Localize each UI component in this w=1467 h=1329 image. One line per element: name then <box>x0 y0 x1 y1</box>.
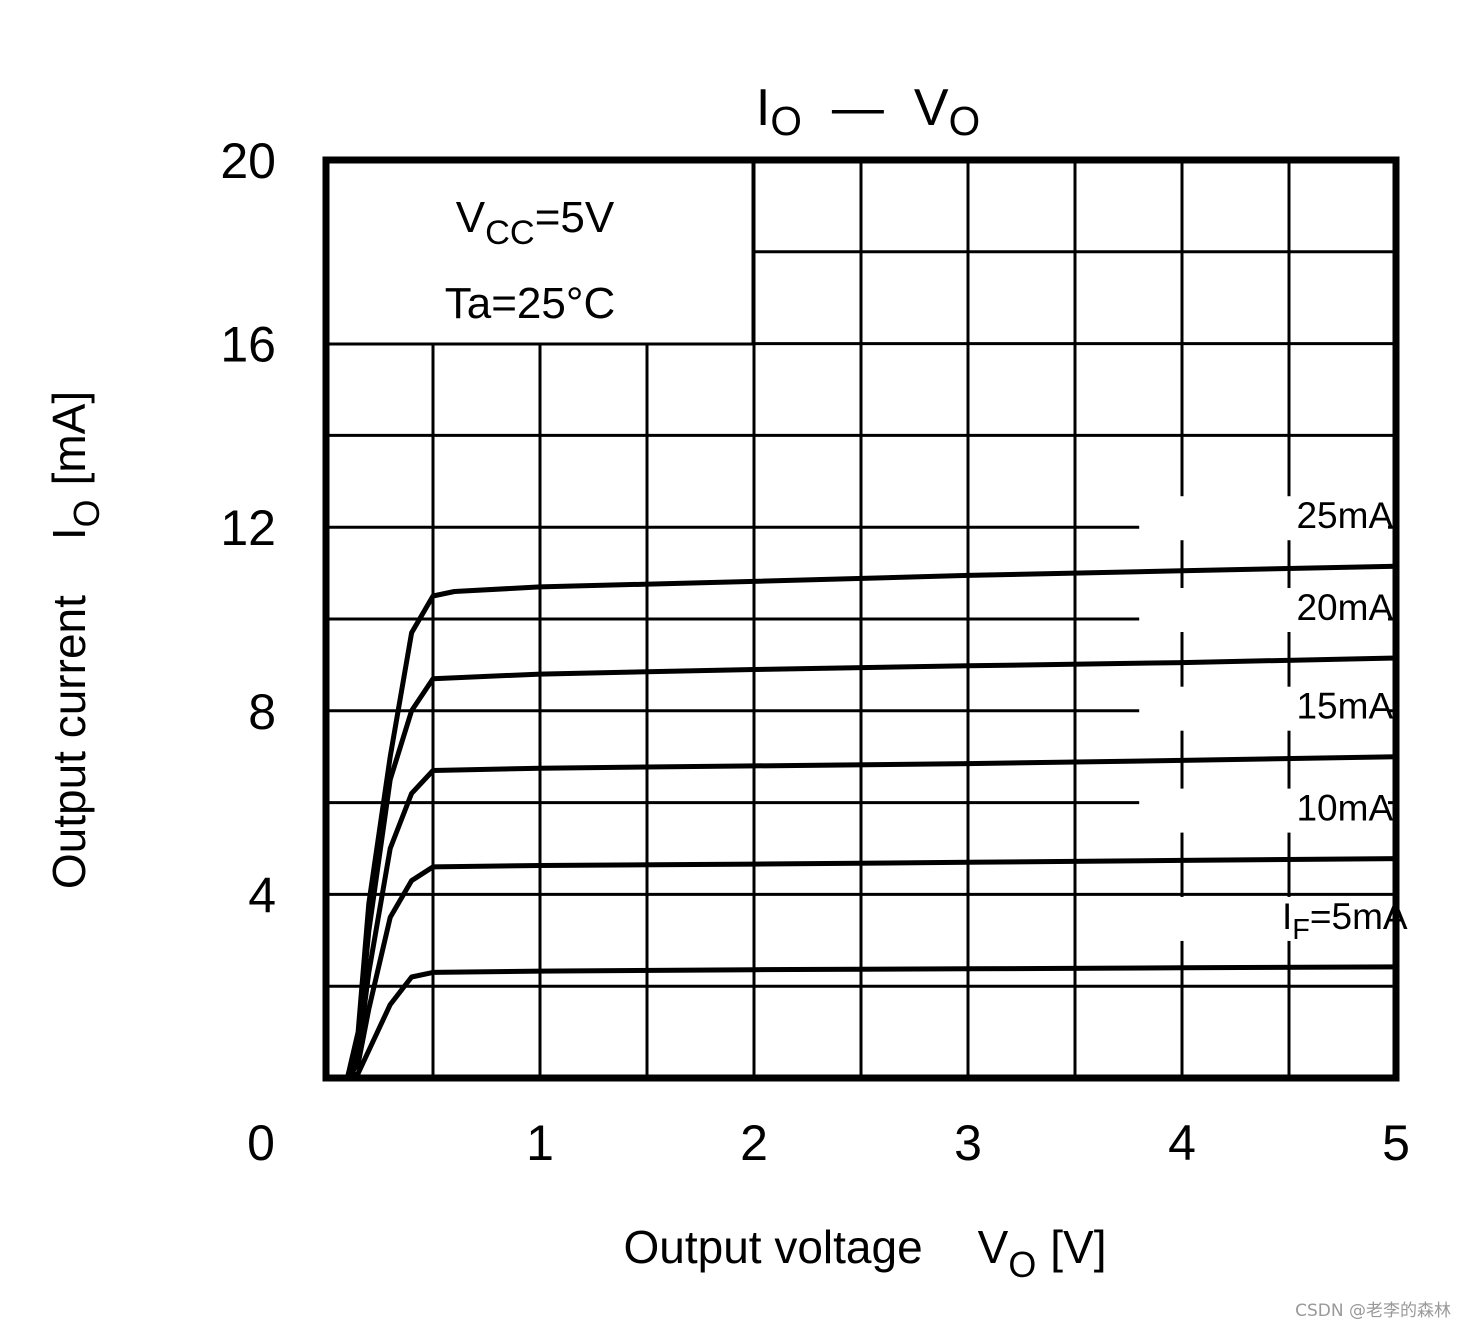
title-dash: — <box>832 79 884 137</box>
x-tick-label: 2 <box>740 1115 768 1171</box>
condition-vcc-value: =5V <box>535 193 615 242</box>
x-axis-label-subscript: O <box>1008 1245 1036 1285</box>
series-line-10ma <box>345 856 1397 1080</box>
y-axis-label: Output current IO [mA] <box>43 391 107 889</box>
curve-label-main: 15mA <box>1296 686 1393 727</box>
y-tick-label: 4 <box>248 867 276 923</box>
series-line-25ma <box>344 563 1397 1079</box>
condition-vcc-symbol: V <box>456 193 486 242</box>
curve-label-background <box>1139 686 1388 731</box>
plot-frame <box>322 156 1400 1082</box>
curve-label-background <box>1139 896 1388 941</box>
curve-label-backgrounds <box>1139 496 1388 941</box>
curve-label-main: I <box>1282 896 1292 937</box>
y-tick-label: 8 <box>248 684 276 740</box>
watermark: CSDN @老李的森林 <box>1295 1301 1451 1321</box>
y-tick-label: 16 <box>220 317 276 373</box>
y-axis-label-unit: [mA] <box>43 391 95 486</box>
data-curves <box>344 563 1397 1081</box>
chart-title: IO — VO <box>756 79 980 144</box>
curve-label-subscript: F <box>1292 914 1310 946</box>
title-io-subscript: O <box>770 98 802 144</box>
series-line-i-f-5ma <box>346 964 1397 1081</box>
curve-label-main: 25mA <box>1296 495 1393 536</box>
curve-label-background <box>1139 588 1388 633</box>
x-tick-label: 1 <box>526 1115 554 1171</box>
title-vo-subscript: O <box>949 98 981 144</box>
curve-label: IF=5mA <box>1282 896 1408 946</box>
x-tick-label: 3 <box>954 1115 982 1171</box>
series-line-15ma <box>345 754 1397 1080</box>
curve-label: 20mA <box>1296 587 1393 628</box>
curve-label-main: 10mA <box>1296 788 1393 829</box>
x-tick-label: 4 <box>1168 1115 1196 1171</box>
conditions-box-background <box>327 161 753 344</box>
x-axis-label-symbol: V <box>978 1221 1009 1273</box>
curve-label-rest: =5mA <box>1310 896 1408 937</box>
x-tick-label: 0 <box>247 1115 275 1171</box>
condition-vcc: VCC=5V <box>456 193 615 252</box>
curve-label-background <box>1139 788 1388 833</box>
title-vo-symbol: V <box>914 79 949 137</box>
y-tick-label: 12 <box>220 500 276 556</box>
y-axis-label-subscript: O <box>67 499 107 527</box>
x-axis-label-text: Output voltage <box>623 1221 922 1273</box>
x-axis-label-unit: [V] <box>1050 1221 1106 1273</box>
x-tick-label: 5 <box>1382 1115 1410 1171</box>
condition-vcc-subscript: CC <box>485 214 535 252</box>
curve-labels: IF=5mA 10mA 15mA 20mA 25mA <box>1282 495 1408 946</box>
y-tick-label: 20 <box>220 133 276 189</box>
x-axis-label: Output voltage VO [V] <box>623 1221 1106 1285</box>
y-axis-label-symbol: I <box>43 527 95 540</box>
curve-label: 15mA <box>1296 686 1393 727</box>
curve-label: 25mA <box>1296 495 1393 536</box>
condition-ta: Ta=25°C <box>445 279 615 328</box>
title-io-symbol: I <box>756 79 770 137</box>
curve-label: 10mA <box>1296 788 1393 829</box>
curve-label-background <box>1139 496 1388 541</box>
y-axis-label-text: Output current <box>43 595 95 889</box>
curve-label-main: 20mA <box>1296 587 1393 628</box>
